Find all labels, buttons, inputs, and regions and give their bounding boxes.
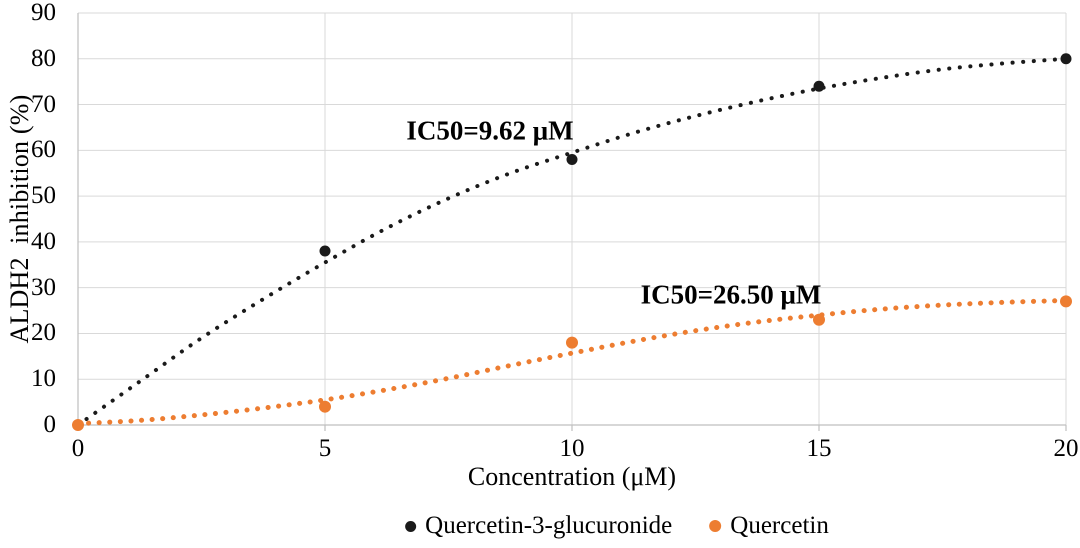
trendline-0 (76, 56, 1068, 427)
legend: Quercetin-3-glucuronide Quercetin (405, 511, 829, 541)
legend-label: Quercetin-3-glucuronide (425, 512, 673, 539)
data-point (566, 153, 578, 165)
annotation-ic50-quercetin: IC50=26.50 μM (640, 279, 822, 310)
y-tick-label: 70 (31, 90, 56, 118)
legend-item-quercetin-3-glucuronide: Quercetin-3-glucuronide (405, 511, 672, 541)
data-point (319, 245, 331, 257)
y-tick-label: 50 (31, 182, 56, 210)
x-tick-label: 0 (71, 435, 85, 462)
annotation-ic50-quercetin-3-glucuronide: IC50=9.62 μM (406, 115, 574, 146)
legend-marker-icon (405, 520, 417, 532)
x-axis-title: Concentration (μM) (467, 462, 677, 491)
y-tick-label: 60 (31, 136, 56, 164)
y-tick-label: 10 (31, 365, 56, 393)
legend-label: Quercetin (730, 512, 829, 539)
y-tick-label: 40 (31, 227, 56, 255)
y-axis-title: ALDH2 inhibition (%) (5, 94, 34, 344)
data-point (813, 313, 825, 326)
data-point (1060, 295, 1072, 308)
x-tick-label: 20 (1053, 435, 1079, 462)
data-point (566, 336, 578, 349)
legend-marker-icon (709, 520, 722, 532)
x-tick-label: 15 (806, 435, 832, 462)
data-point (319, 400, 331, 413)
x-tick-label: 10 (559, 435, 585, 462)
y-tick-label: 80 (31, 44, 56, 72)
x-tick-label: 5 (318, 435, 332, 462)
y-tick-label: 20 (31, 319, 56, 347)
data-point (813, 80, 825, 92)
data-point (1060, 53, 1072, 65)
y-tick-label: 0 (43, 411, 57, 438)
data-point (72, 419, 84, 431)
trendline-1 (75, 297, 1069, 427)
legend-item-quercetin: Quercetin (709, 511, 829, 541)
y-tick-label: 90 (31, 0, 56, 26)
y-tick-label: 30 (31, 273, 56, 301)
